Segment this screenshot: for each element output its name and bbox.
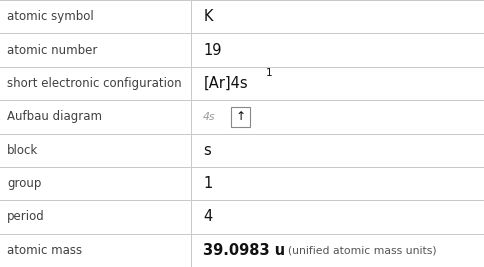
Text: [Ar]4s: [Ar]4s — [203, 76, 248, 91]
Text: 39.0983 u: 39.0983 u — [203, 243, 286, 258]
Text: group: group — [7, 177, 42, 190]
Text: atomic symbol: atomic symbol — [7, 10, 94, 23]
Text: block: block — [7, 144, 39, 157]
Bar — [231, 107, 250, 127]
Text: Aufbau diagram: Aufbau diagram — [7, 110, 102, 123]
Text: 1: 1 — [203, 176, 212, 191]
Text: short electronic configuration: short electronic configuration — [7, 77, 182, 90]
Text: atomic mass: atomic mass — [7, 244, 82, 257]
Text: period: period — [7, 210, 45, 223]
Text: 19: 19 — [203, 42, 222, 58]
Text: ↑: ↑ — [235, 110, 246, 123]
Text: s: s — [203, 143, 211, 158]
Text: K: K — [203, 9, 213, 24]
Text: (unified atomic mass units): (unified atomic mass units) — [288, 245, 437, 255]
Text: 4s: 4s — [203, 112, 216, 122]
Text: 4: 4 — [203, 209, 212, 225]
Text: atomic number: atomic number — [7, 44, 98, 57]
Text: 1: 1 — [266, 68, 272, 78]
